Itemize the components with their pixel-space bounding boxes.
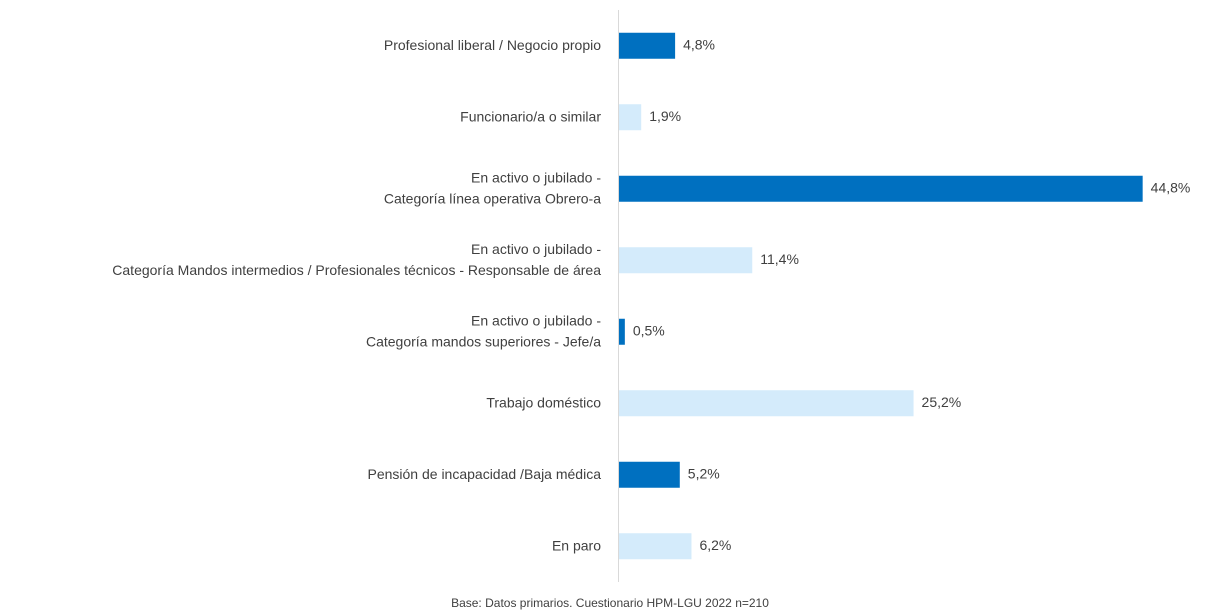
category-line: Profesional liberal / Negocio propio — [384, 36, 601, 52]
bar — [619, 32, 676, 59]
category-label: En paro — [552, 537, 601, 553]
category-label: Trabajo doméstico — [486, 394, 601, 410]
value-label: 1,9% — [649, 108, 681, 124]
category-label: En activo o jubilado - Categoría mandos s… — [366, 312, 601, 349]
category-line: Categoría mandos superiores - Jefe/a — [366, 333, 601, 349]
value-label: 5,2% — [688, 465, 720, 481]
value-label: 4,8% — [683, 36, 715, 52]
category-line: Trabajo doméstico — [486, 394, 601, 410]
category-line: Funcionario/a o similar — [460, 108, 601, 124]
value-label: 44,8% — [1151, 179, 1191, 195]
bar — [619, 175, 1143, 202]
value-label: 0,5% — [633, 322, 665, 338]
bar — [619, 533, 692, 560]
category-label: Profesional liberal / Negocio propio — [384, 36, 601, 52]
category-line: En activo o jubilado - — [471, 240, 601, 256]
category-label: En activo o jubilado - Categoría línea op… — [384, 169, 601, 206]
category-line: Categoría línea operativa Obrero-a — [384, 190, 601, 206]
category-label: En activo o jubilado - Categoría Mandos i… — [112, 240, 601, 277]
value-label: 25,2% — [922, 394, 962, 410]
category-line: Categoría Mandos intermedios / Profesion… — [112, 261, 601, 277]
value-label: 6,2% — [699, 537, 731, 553]
bar — [619, 247, 753, 274]
category-line: En paro — [552, 537, 601, 553]
value-label: 11,4% — [760, 251, 799, 267]
bar — [619, 318, 625, 345]
bar — [619, 104, 642, 131]
category-line: En activo o jubilado - — [471, 169, 601, 185]
footnote: Base: Datos primarios. Cuestionario HPM-… — [451, 596, 769, 610]
category-line: Pensión de incapacidad /Baja médica — [368, 465, 602, 481]
category-label: Pensión de incapacidad /Baja médica — [368, 465, 602, 481]
category-label: Funcionario/a o similar — [460, 108, 601, 124]
category-line: En activo o jubilado - — [471, 312, 601, 328]
bar — [619, 461, 680, 488]
bar — [619, 390, 914, 417]
